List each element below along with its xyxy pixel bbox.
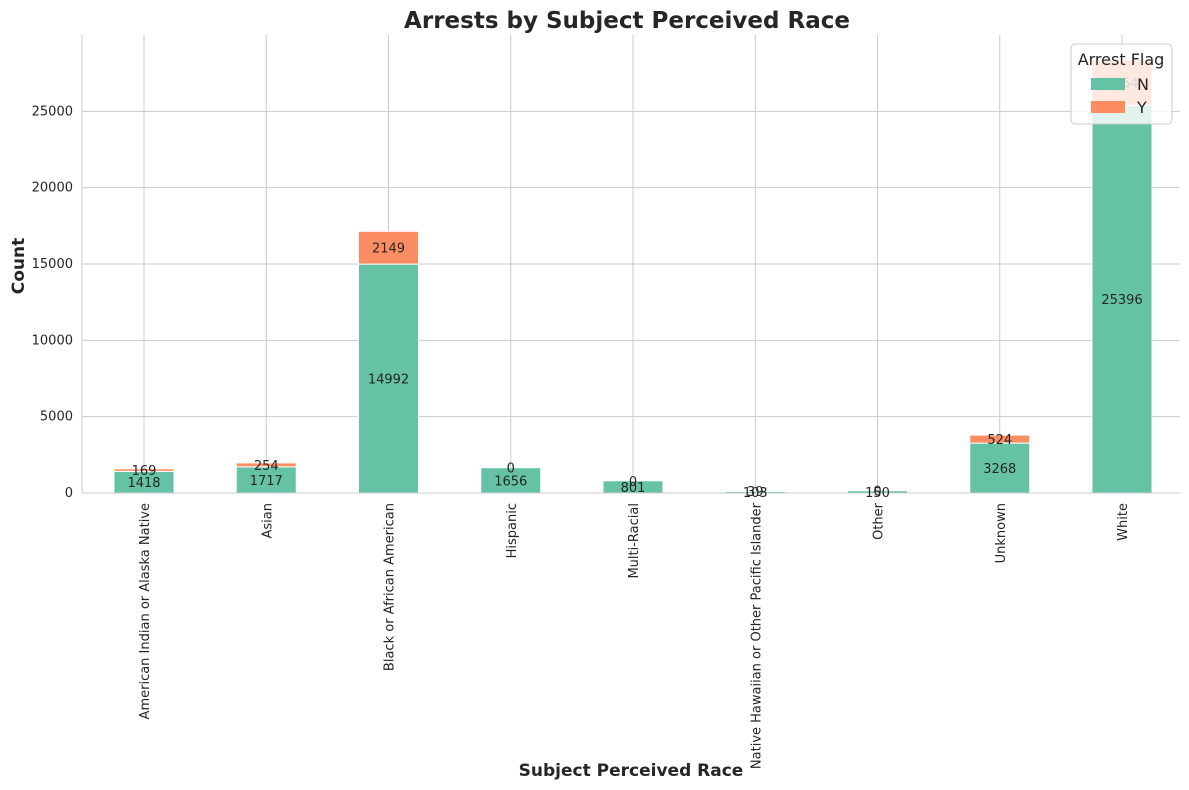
y-tick-label: 25000 bbox=[32, 104, 73, 119]
y-tick-label: 10000 bbox=[32, 333, 73, 348]
data-label-y: 39 bbox=[747, 485, 764, 500]
data-label-n: 801 bbox=[621, 481, 646, 496]
bar-segment-n bbox=[480, 467, 542, 494]
x-tick-label: Asian bbox=[260, 503, 275, 538]
legend-swatch-n bbox=[1091, 78, 1125, 90]
y-tick-labels: 0 5000 10000 15000 20000 25000 bbox=[32, 104, 73, 501]
data-label-y: 0 bbox=[507, 462, 515, 477]
data-label-n: 103 bbox=[743, 486, 768, 501]
x-tick-label: American Indian or Alaska Native bbox=[138, 503, 153, 719]
data-label-n: 1418 bbox=[127, 476, 160, 491]
data-label-y: 0 bbox=[873, 485, 881, 500]
y-tick-label: 5000 bbox=[40, 410, 73, 425]
x-tick-label: Hispanic bbox=[505, 503, 520, 558]
grid bbox=[82, 35, 1180, 493]
axes bbox=[81, 35, 1180, 494]
bar-segment-n bbox=[969, 442, 1031, 494]
bar-segment-n bbox=[1091, 104, 1153, 494]
y-tick-label: 0 bbox=[65, 486, 73, 501]
bar-segment-y bbox=[113, 468, 175, 472]
data-label-y: 254 bbox=[254, 459, 279, 474]
legend: Arrest Flag N Y bbox=[1070, 43, 1173, 125]
y-axis-title: Count bbox=[9, 238, 29, 295]
data-label-n: 1717 bbox=[250, 474, 283, 489]
data-label-y: 2149 bbox=[372, 242, 405, 257]
bar-segment-y bbox=[969, 434, 1031, 444]
x-tick-label: White bbox=[1116, 503, 1131, 541]
legend-swatch-y bbox=[1091, 101, 1125, 113]
bar-segment-y bbox=[358, 230, 419, 265]
legend-label-n: N bbox=[1137, 75, 1149, 94]
y-tick-label: 20000 bbox=[32, 181, 73, 196]
data-label-y: 169 bbox=[132, 464, 157, 479]
x-tick-labels: American Indian or Alaska Native Asian Bla… bbox=[138, 502, 1131, 769]
data-label-n: 14992 bbox=[368, 373, 409, 388]
data-label-n: 25396 bbox=[1101, 293, 1142, 308]
data-label-y: 0 bbox=[629, 475, 637, 490]
data-label-n: 1656 bbox=[494, 474, 527, 489]
legend-label-y: Y bbox=[1136, 98, 1147, 117]
data-label-y: 524 bbox=[987, 433, 1012, 448]
legend-title: Arrest Flag bbox=[1078, 50, 1165, 69]
bar-segment-y bbox=[235, 462, 297, 468]
x-tick-label: Black or African American bbox=[383, 503, 398, 671]
x-tick-label: Other bbox=[872, 502, 887, 540]
x-tick-label: Multi-Racial bbox=[627, 503, 642, 579]
x-tick-label: Native Hawaiian or Other Pacific Islande… bbox=[749, 502, 764, 769]
x-axis-title: Subject Perceived Race bbox=[519, 761, 744, 781]
bar-segment-y bbox=[724, 490, 786, 492]
x-tick-label: Unknown bbox=[994, 503, 1009, 563]
data-label-n: 150 bbox=[865, 486, 890, 501]
chart-title: Arrests by Subject Perceived Race bbox=[404, 8, 850, 34]
y-tick-label: 15000 bbox=[32, 257, 73, 272]
data-label-n: 3268 bbox=[983, 462, 1016, 477]
